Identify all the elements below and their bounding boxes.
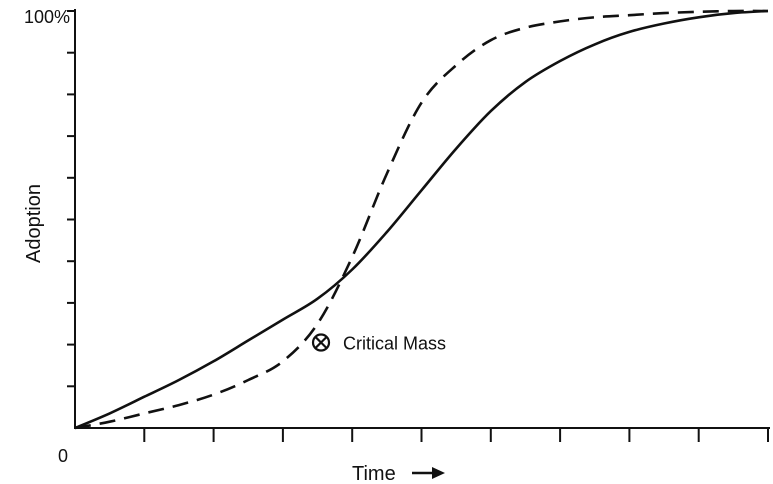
series-layer — [74, 9, 769, 430]
y-ticks — [67, 10, 75, 388]
circle-x-marker-icon — [311, 333, 331, 352]
critical-mass-label: Critical Mass — [343, 334, 446, 354]
y-axis-label: Adoption — [23, 184, 45, 263]
x-axis-label: Time — [352, 463, 396, 484]
right-arrow-icon — [412, 467, 445, 479]
marker-cross-b — [314, 335, 328, 350]
arrow-head — [432, 467, 445, 479]
y-axis-top-tick-label: 100% — [24, 7, 70, 27]
critical-mass-annotation: Critical Mass — [311, 333, 446, 354]
axes — [74, 9, 770, 429]
solid-adoption-curve — [74, 9, 769, 430]
origin-tick-label: 0 — [58, 446, 68, 466]
x-ticks — [143, 428, 769, 442]
dashed-adoption-curve — [74, 9, 769, 430]
